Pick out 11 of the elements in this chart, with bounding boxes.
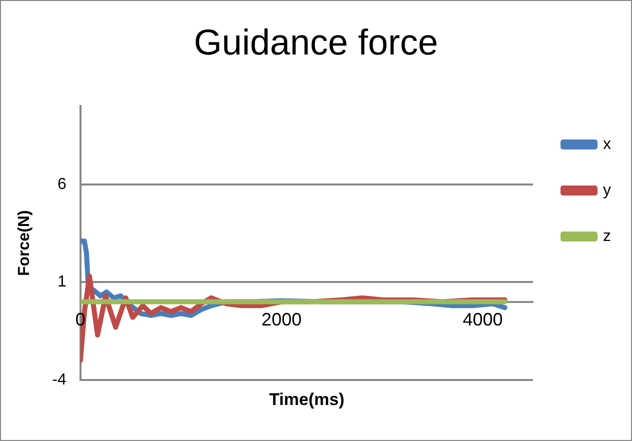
y-tick-label: 1	[58, 274, 67, 291]
x-axis-title: Time(ms)	[269, 390, 344, 410]
legend-label: y	[603, 182, 611, 199]
legend-label: x	[603, 136, 611, 153]
x-tick-label: 2000	[262, 310, 302, 330]
y-axis-title: Force(N)	[16, 210, 34, 276]
y-tick-label: -4	[52, 371, 67, 388]
x-tick-label: 4000	[462, 310, 503, 330]
legend-label: z	[603, 228, 611, 245]
y-tick-label: 6	[58, 176, 67, 193]
chart-title: Guidance force	[194, 22, 438, 63]
